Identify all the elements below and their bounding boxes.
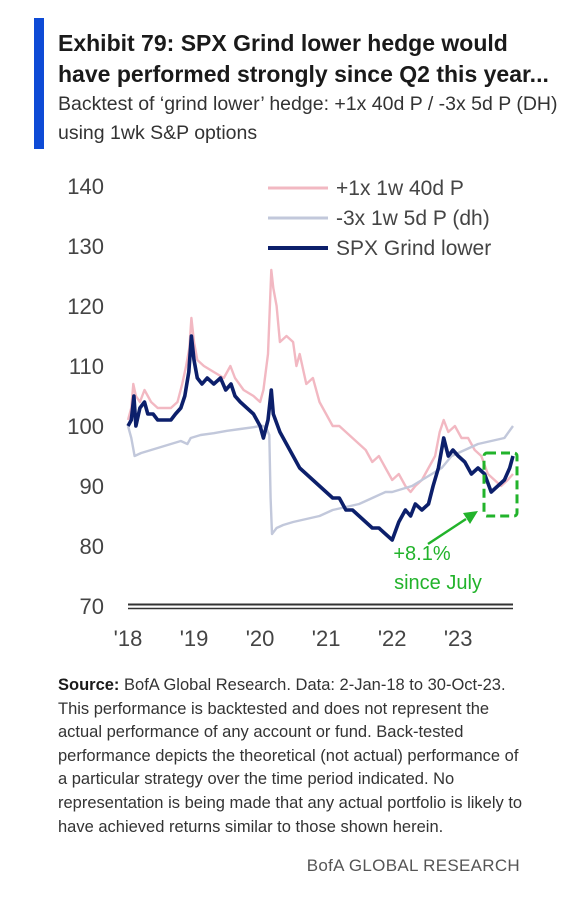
y-tick-label: 70 [80, 594, 104, 619]
x-tick-label: '21 [312, 626, 341, 651]
legend-entry-minus3x: -3x 1w 5d P (dh) [336, 207, 490, 230]
series-plus1x-40d-put [126, 268, 514, 494]
x-tick-label: '19 [180, 626, 209, 651]
x-axis-ticks: '18 '19 '20 '21 '22 '23 [114, 626, 473, 651]
chart-annotation: +8.1% since July [393, 451, 519, 594]
y-tick-label: 80 [80, 534, 104, 559]
source-note: Source: BofA Global Research. Data: 2-Ja… [58, 674, 528, 839]
y-tick-label: 110 [69, 354, 104, 379]
chart-legend: +1x 1w 40d P -3x 1w 5d P (dh) SPX Grind lo… [268, 177, 491, 260]
legend-entry-spx: SPX Grind lower [336, 237, 491, 260]
y-tick-label: 90 [80, 474, 104, 499]
source-label: Source: [58, 676, 120, 694]
x-tick-label: '22 [378, 626, 407, 651]
y-tick-label: 140 [67, 174, 104, 199]
series-minus3x-5d-put [126, 424, 514, 536]
annotation-value: +8.1% [393, 543, 450, 565]
x-tick-label: '18 [114, 626, 143, 651]
annotation-caption: since July [394, 572, 482, 594]
page-title: Exhibit 79: SPX Grind lower hedge would … [58, 30, 549, 87]
series-layer [126, 268, 515, 542]
y-axis-ticks: 70 80 90 100 110 120 130 140 [67, 174, 104, 619]
x-tick-label: '23 [444, 626, 473, 651]
annotation-arrow-line [427, 517, 467, 546]
line-chart: 70 80 90 100 110 120 130 140 '18 '19 '20 '21 '22 '23… [67, 174, 519, 651]
source-text: BofA Global Research. Data: 2-Jan-18 to … [58, 676, 523, 836]
series-spx-grind-lower [126, 334, 515, 542]
y-tick-label: 120 [67, 294, 104, 319]
y-tick-label: 100 [67, 414, 104, 439]
highlight-box [482, 451, 519, 518]
x-axis [128, 603, 513, 610]
x-tick-label: '20 [246, 626, 275, 651]
accent-bar [34, 18, 44, 149]
y-tick-label: 130 [67, 234, 104, 259]
brand-label: BofA GLOBAL RESEARCH [306, 856, 520, 875]
legend-entry-plus1x: +1x 1w 40d P [336, 177, 464, 200]
annotation-arrow-head [463, 511, 478, 524]
chart-subtitle: Backtest of ‘grind lower’ hedge: +1x 40d… [58, 93, 558, 144]
